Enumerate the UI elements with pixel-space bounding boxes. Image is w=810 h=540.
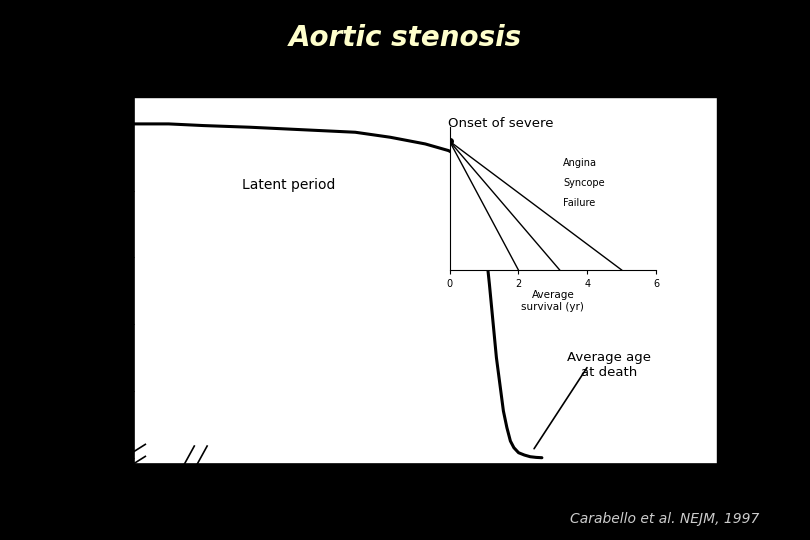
Text: Carabello et al. NEJM, 1997: Carabello et al. NEJM, 1997 <box>569 512 759 526</box>
Text: Syncope: Syncope <box>563 178 605 188</box>
Text: Latent period: Latent period <box>241 178 335 192</box>
Text: Aortic stenosis: Aortic stenosis <box>288 24 522 52</box>
Text: Onset of severe
symptoms: Onset of severe symptoms <box>448 117 554 145</box>
Text: Angina: Angina <box>563 158 597 168</box>
Y-axis label: Survival (%): Survival (%) <box>70 231 89 331</box>
Text: Failure: Failure <box>563 198 595 208</box>
Text: Average age
at death: Average age at death <box>567 351 651 379</box>
X-axis label: Average
survival (yr): Average survival (yr) <box>522 291 584 312</box>
X-axis label: Age (yr): Age (yr) <box>389 498 462 516</box>
